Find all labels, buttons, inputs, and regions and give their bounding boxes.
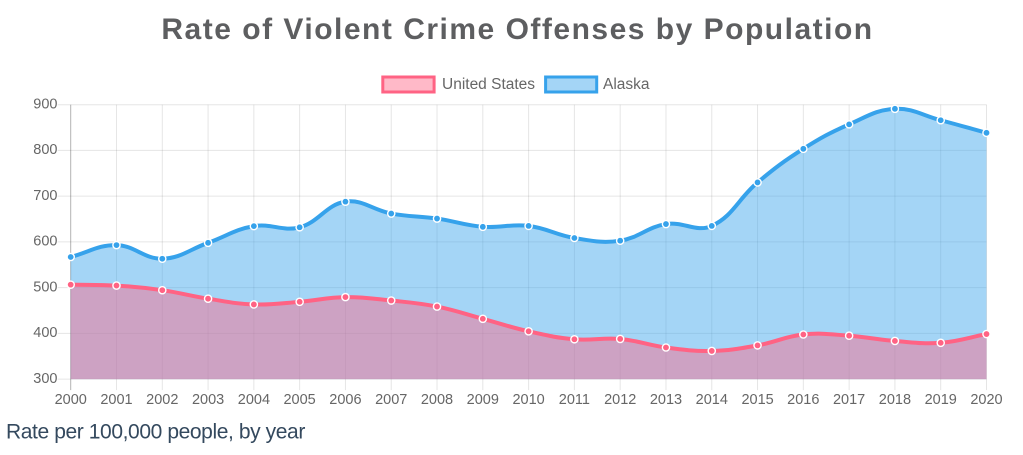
svg-text:2016: 2016 bbox=[787, 392, 819, 408]
svg-text:800: 800 bbox=[33, 142, 57, 158]
svg-text:2005: 2005 bbox=[283, 392, 315, 408]
svg-text:2015: 2015 bbox=[741, 392, 773, 408]
svg-text:2019: 2019 bbox=[925, 392, 957, 408]
svg-text:2018: 2018 bbox=[879, 392, 911, 408]
svg-text:400: 400 bbox=[33, 325, 57, 341]
svg-text:2020: 2020 bbox=[970, 392, 1002, 408]
svg-text:2008: 2008 bbox=[421, 392, 453, 408]
svg-text:2000: 2000 bbox=[55, 392, 87, 408]
svg-text:500: 500 bbox=[33, 279, 57, 295]
svg-text:2002: 2002 bbox=[146, 392, 178, 408]
svg-text:Rate per 100,000 people, by ye: Rate per 100,000 people, by year bbox=[6, 421, 305, 444]
svg-text:Alaska: Alaska bbox=[603, 76, 650, 93]
svg-text:2010: 2010 bbox=[512, 392, 544, 408]
svg-text:2009: 2009 bbox=[467, 392, 499, 408]
svg-text:600: 600 bbox=[33, 234, 57, 250]
svg-text:2013: 2013 bbox=[650, 392, 682, 408]
svg-text:2006: 2006 bbox=[329, 392, 361, 408]
svg-text:2007: 2007 bbox=[375, 392, 407, 408]
svg-text:2011: 2011 bbox=[559, 392, 590, 408]
svg-text:United States: United States bbox=[442, 76, 535, 93]
svg-text:2001: 2001 bbox=[100, 392, 132, 408]
svg-text:2003: 2003 bbox=[192, 392, 224, 408]
svg-text:700: 700 bbox=[33, 188, 57, 204]
svg-text:2017: 2017 bbox=[833, 392, 865, 408]
svg-text:300: 300 bbox=[33, 371, 57, 387]
svg-text:Rate of Violent Crime Offenses: Rate of Violent Crime Offenses by Popula… bbox=[161, 13, 873, 46]
svg-text:2012: 2012 bbox=[604, 392, 636, 408]
svg-text:2014: 2014 bbox=[696, 392, 728, 408]
svg-text:900: 900 bbox=[33, 97, 57, 113]
svg-text:2004: 2004 bbox=[238, 392, 270, 408]
